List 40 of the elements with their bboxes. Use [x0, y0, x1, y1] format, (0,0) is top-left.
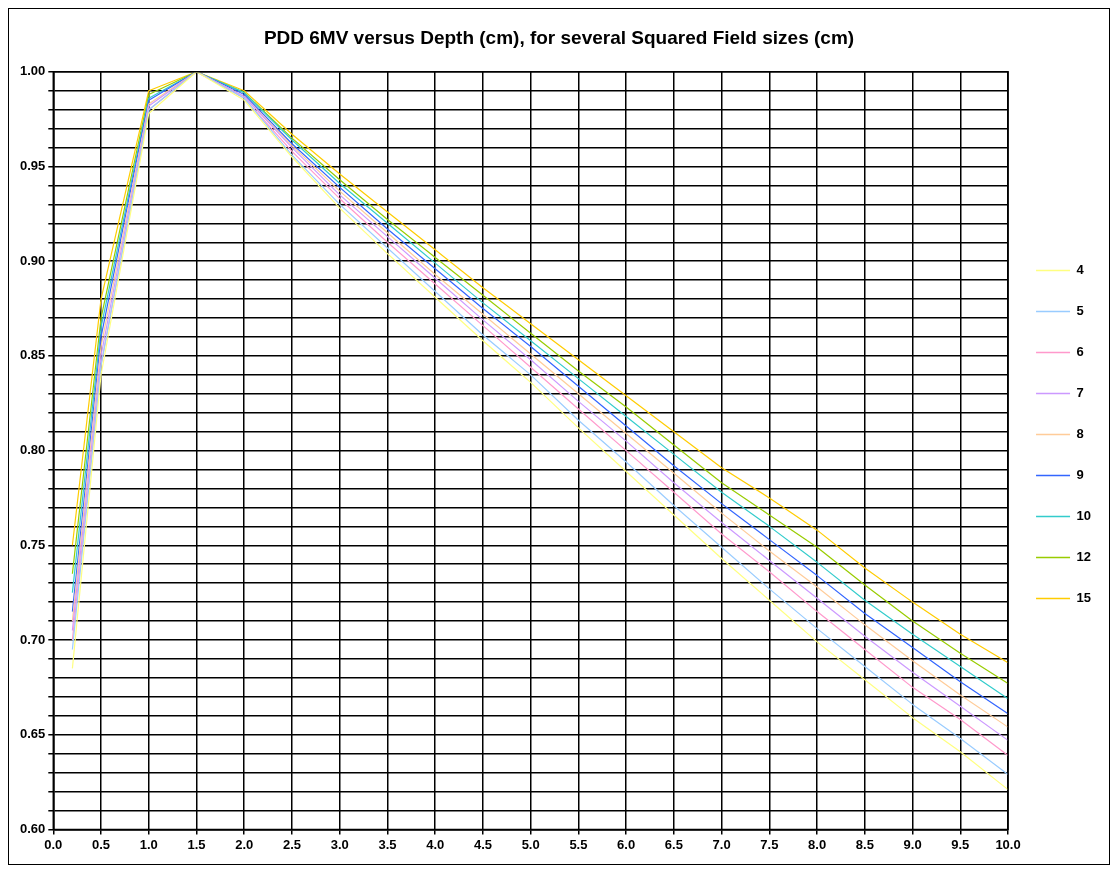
legend-label: 4 [1076, 262, 1085, 278]
chart-title: PDD 6MV versus Depth (cm), for several Squared Field sizes (cm) [263, 26, 855, 48]
legend-label: 5 [1076, 303, 1084, 319]
legend-label: 10 [1076, 508, 1092, 524]
x-tick-label: 6.0 [617, 836, 636, 852]
legend-label: 9 [1076, 467, 1084, 483]
x-tick-label: 5.0 [521, 836, 540, 852]
legend-label: 12 [1076, 549, 1092, 565]
x-tick-label: 3.0 [330, 836, 349, 852]
y-tick-label: 0.95 [19, 158, 46, 174]
x-tick-label: 7.5 [760, 836, 779, 852]
y-tick-label: 1.00 [19, 63, 46, 79]
x-tick-label: 10.0 [995, 836, 1021, 852]
y-tick-label: 0.80 [19, 442, 46, 458]
x-tick-label: 1.5 [187, 836, 206, 852]
y-tick-label: 0.65 [19, 726, 46, 742]
x-tick-label: 4.0 [426, 836, 445, 852]
y-tick-label: 0.60 [19, 820, 46, 836]
legend-label: 6 [1076, 344, 1084, 360]
x-tick-label: 2.5 [282, 836, 302, 852]
x-tick-label: 6.5 [664, 836, 683, 852]
x-tick-label: 5.5 [569, 836, 588, 852]
legend-label: 8 [1076, 426, 1084, 442]
x-tick-label: 8.0 [808, 836, 827, 852]
x-tick-label: 2.0 [235, 836, 254, 852]
x-tick-label: 3.5 [378, 836, 397, 852]
x-tick-label: 0.0 [44, 836, 63, 852]
x-tick-label: 4.5 [473, 836, 492, 852]
x-tick-label: 7.0 [712, 836, 731, 852]
x-tick-label: 1.0 [139, 836, 158, 852]
x-tick-label: 9.5 [951, 836, 970, 852]
legend-label: 15 [1076, 590, 1092, 606]
y-tick-label: 0.75 [19, 536, 46, 552]
y-tick-label: 0.70 [19, 631, 46, 647]
y-tick-label: 0.85 [19, 347, 46, 363]
x-tick-label: 8.5 [855, 836, 874, 852]
x-tick-label: 0.5 [92, 836, 111, 852]
x-tick-label: 9.0 [903, 836, 922, 852]
y-tick-label: 0.90 [19, 252, 46, 268]
legend-label: 7 [1076, 385, 1084, 401]
